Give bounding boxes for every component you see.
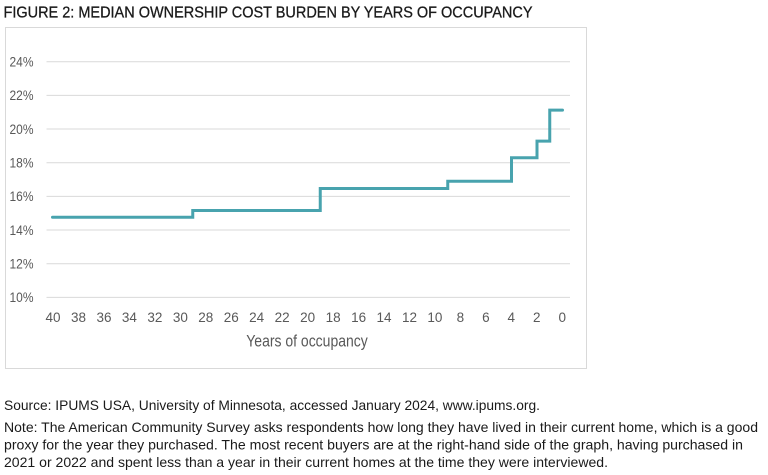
svg-text:0: 0 (558, 310, 566, 325)
svg-text:14: 14 (376, 310, 392, 325)
svg-text:12: 12 (402, 310, 417, 325)
svg-text:34: 34 (122, 310, 138, 325)
svg-text:2021 or 2022 and spent less th: 2021 or 2022 and spent less than a year … (4, 454, 608, 470)
svg-text:16%: 16% (10, 189, 34, 204)
svg-text:24%: 24% (10, 55, 34, 70)
svg-text:24: 24 (249, 310, 265, 325)
svg-text:Note: The American Community S: Note: The American Community Survey asks… (4, 419, 758, 435)
svg-text:8: 8 (457, 310, 465, 325)
svg-text:12%: 12% (10, 257, 34, 272)
svg-text:16: 16 (351, 310, 366, 325)
svg-text:14%: 14% (10, 223, 34, 238)
svg-text:20: 20 (300, 310, 315, 325)
svg-text:4: 4 (508, 310, 516, 325)
svg-text:FIGURE 2: MEDIAN OWNERSHIP COS: FIGURE 2: MEDIAN OWNERSHIP COST BURDEN B… (4, 4, 533, 21)
svg-text:20%: 20% (10, 122, 34, 137)
svg-text:Years of occupancy: Years of occupancy (246, 332, 368, 351)
svg-text:32: 32 (147, 310, 162, 325)
svg-text:28: 28 (198, 310, 213, 325)
svg-text:10: 10 (427, 310, 442, 325)
svg-text:6: 6 (482, 310, 490, 325)
svg-text:38: 38 (71, 310, 86, 325)
svg-text:22%: 22% (10, 88, 34, 103)
svg-text:22: 22 (275, 310, 290, 325)
svg-text:Source: IPUMS USA, University: Source: IPUMS USA, University of Minneso… (4, 397, 540, 413)
svg-text:2: 2 (533, 310, 541, 325)
svg-text:18: 18 (326, 310, 341, 325)
svg-text:26: 26 (224, 310, 239, 325)
svg-text:proxy for the year they purcha: proxy for the year they purchased. The m… (4, 437, 743, 453)
svg-text:40: 40 (45, 310, 60, 325)
svg-text:36: 36 (96, 310, 111, 325)
svg-text:18%: 18% (10, 156, 34, 171)
svg-text:10%: 10% (10, 290, 34, 305)
svg-text:30: 30 (173, 310, 188, 325)
